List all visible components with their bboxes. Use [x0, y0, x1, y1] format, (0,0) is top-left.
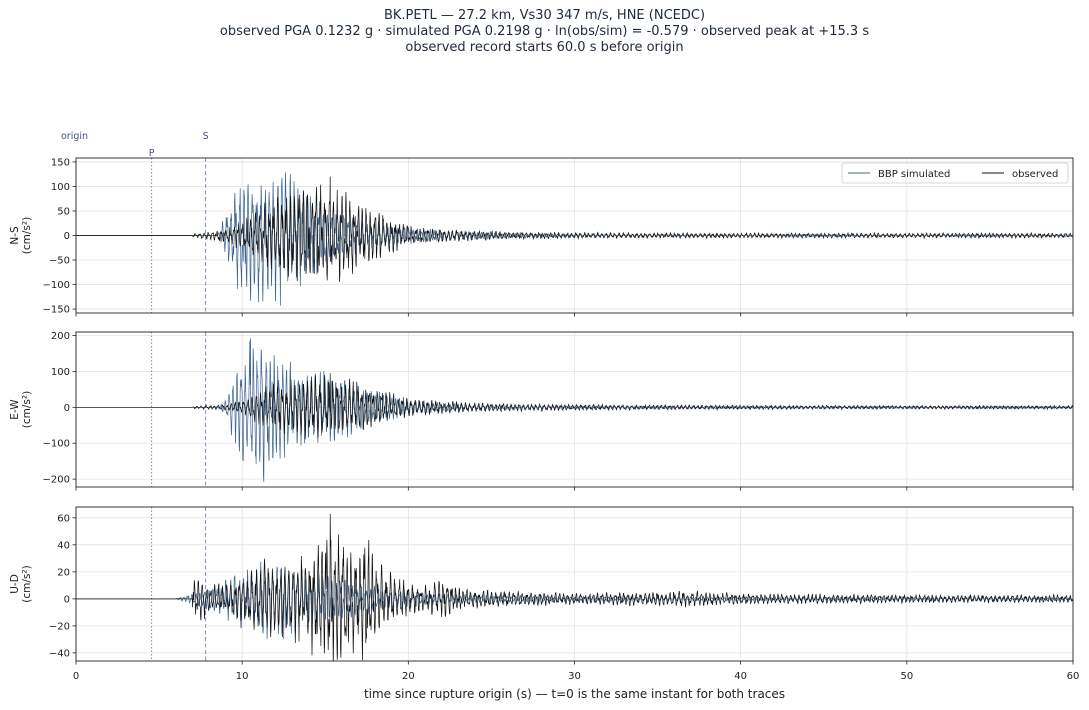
legend-label-simulated: BBP simulated — [878, 169, 950, 180]
y-tick-label: −200 — [43, 475, 70, 486]
y-axis-label: E-W — [9, 399, 21, 420]
observed-trace-n-s — [76, 176, 1073, 283]
y-tick-label: 0 — [64, 594, 70, 605]
y-tick-label: −150 — [43, 305, 70, 316]
title-line-pga: observed PGA 0.1232 g · simulated PGA 0.… — [219, 24, 870, 39]
y-tick-label: −20 — [49, 621, 70, 632]
y-tick-label: 100 — [51, 367, 70, 378]
legend-label-observed: observed — [1012, 169, 1058, 180]
y-tick-label: 50 — [57, 206, 70, 217]
p-marker-label: P — [149, 148, 155, 159]
y-axis-unit: (cm/s²) — [21, 391, 33, 428]
y-axis-unit: (cm/s²) — [21, 217, 33, 254]
y-tick-label: 20 — [57, 567, 70, 578]
title-line-station: BK.PETL — 27.2 km, Vs30 347 m/s, HNE (NC… — [383, 8, 706, 23]
legend-box — [841, 162, 1069, 184]
simulated-trace-n-s — [76, 172, 1073, 306]
x-tick-label: 10 — [236, 671, 249, 682]
x-tick-label: 50 — [900, 671, 913, 682]
origin-marker-label: origin — [61, 131, 88, 142]
y-axis-label: N-S — [9, 226, 21, 245]
figure-title: BK.PETL — 27.2 km, Vs30 347 m/s, HNE (NC… — [0, 8, 1089, 56]
x-tick-label: 0 — [73, 671, 79, 682]
y-tick-label: −50 — [49, 256, 70, 267]
y-tick-label: −100 — [43, 439, 70, 450]
y-tick-label: 0 — [64, 403, 70, 414]
simulated-trace-u-d — [76, 561, 1073, 640]
y-tick-label: 0 — [64, 231, 70, 242]
observed-trace-u-d — [76, 513, 1073, 661]
x-tick-label: 20 — [402, 671, 415, 682]
y-tick-label: 200 — [51, 331, 70, 342]
y-tick-label: 40 — [57, 540, 70, 551]
x-tick-label: 60 — [1067, 671, 1080, 682]
title-line-record-start: observed record starts 60.0 s before ori… — [405, 40, 684, 55]
y-tick-label: 150 — [51, 157, 70, 168]
y-tick-label: 100 — [51, 182, 70, 193]
y-tick-label: 60 — [57, 513, 70, 524]
x-tick-label: 40 — [734, 671, 747, 682]
y-tick-label: −100 — [43, 280, 70, 291]
y-tick-label: −40 — [49, 648, 70, 659]
x-axis-label: time since rupture origin (s) — t=0 is t… — [364, 687, 785, 701]
y-axis-label: U-D — [9, 574, 21, 594]
y-axis-unit: (cm/s²) — [21, 565, 33, 602]
observed-trace-e-w — [76, 373, 1073, 440]
s-marker-label: S — [203, 131, 209, 142]
x-tick-label: 30 — [568, 671, 581, 682]
